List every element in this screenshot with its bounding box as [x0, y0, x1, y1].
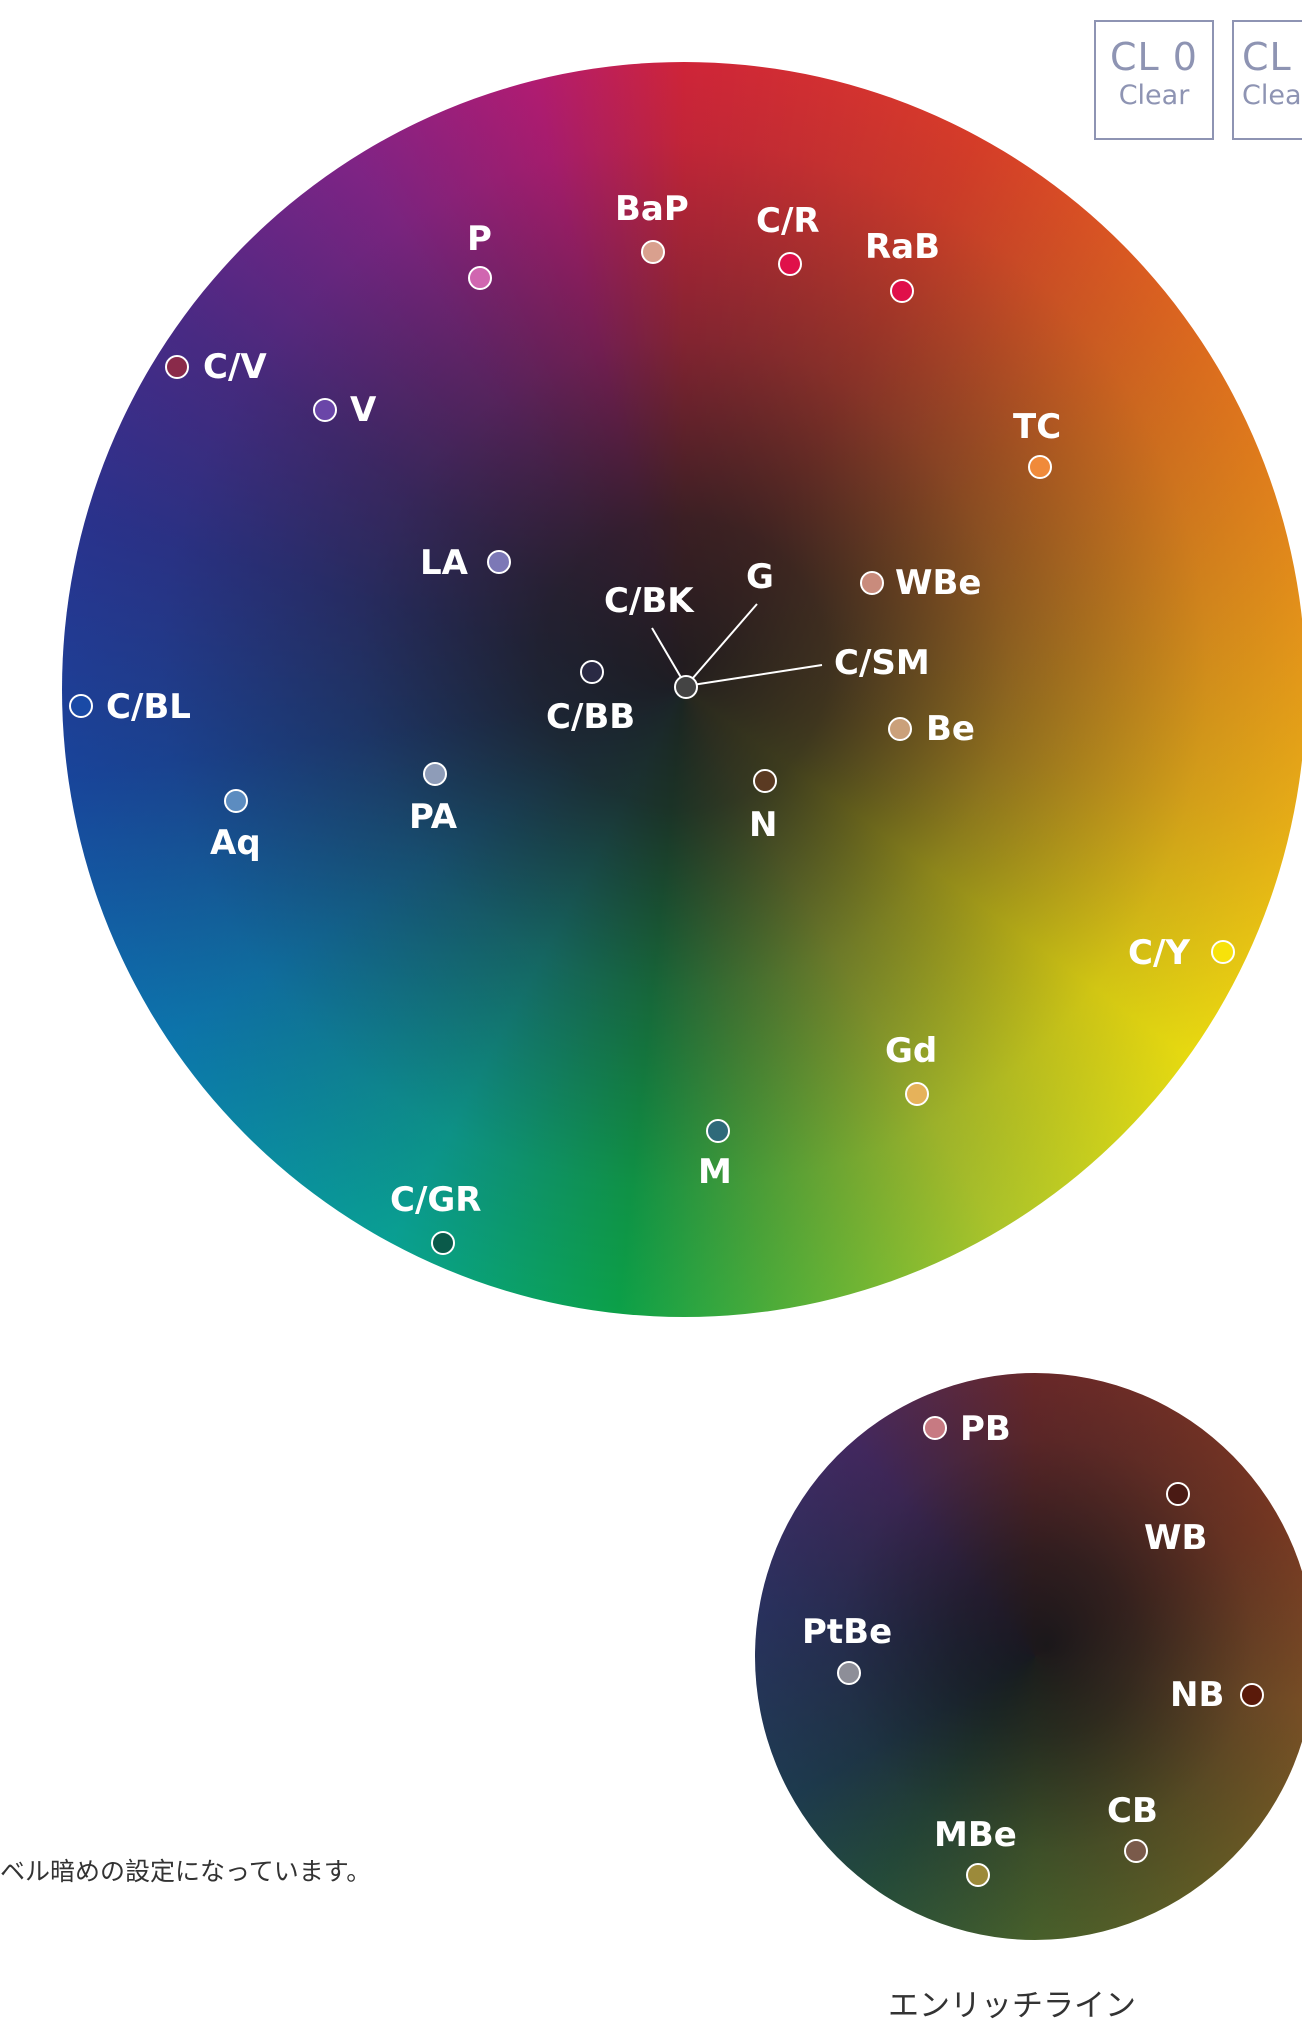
color-label-cy: C/Y: [1128, 933, 1190, 973]
legend-code: CL 1: [1242, 35, 1302, 79]
color-point-mbe[interactable]: [966, 1863, 990, 1887]
color-point-n[interactable]: [753, 769, 777, 793]
color-label-cbk: C/BK: [604, 581, 694, 621]
color-label-cgr: C/GR: [390, 1180, 482, 1220]
color-label-aq: Aq: [210, 823, 261, 863]
color-label-mbe: MBe: [934, 1815, 1017, 1855]
color-label-v: V: [350, 390, 377, 430]
color-point-cbl[interactable]: [69, 694, 93, 718]
color-label-cb: CB: [1107, 1791, 1158, 1831]
legend-box-cl0: CL 0 Clear: [1094, 20, 1214, 140]
color-label-bap: BaP: [615, 189, 689, 229]
color-point-aq[interactable]: [224, 789, 248, 813]
legend-sub: Clear: [1242, 80, 1302, 111]
color-label-wbe: WBe: [895, 563, 982, 603]
color-label-pb: PB: [960, 1409, 1011, 1449]
color-label-cr: C/R: [756, 201, 820, 241]
color-point-pb[interactable]: [923, 1416, 947, 1440]
leader-line-g: [685, 603, 758, 687]
color-point-p[interactable]: [468, 266, 492, 290]
color-label-n: N: [749, 805, 778, 845]
color-point-cv[interactable]: [165, 355, 189, 379]
legend-code: CL 0: [1110, 35, 1198, 79]
color-point-nb[interactable]: [1240, 1683, 1264, 1707]
color-point-tc[interactable]: [1028, 455, 1052, 479]
color-point-wbe[interactable]: [860, 571, 884, 595]
color-label-cbl: C/BL: [106, 687, 191, 727]
color-label-pa: PA: [409, 797, 458, 837]
color-point-be[interactable]: [888, 717, 912, 741]
color-point-cbk-g-csm[interactable]: [674, 675, 698, 699]
color-point-cbb[interactable]: [580, 660, 604, 684]
color-label-cv: C/V: [203, 347, 267, 387]
color-point-wb[interactable]: [1166, 1482, 1190, 1506]
color-label-be: Be: [926, 709, 975, 749]
color-point-la[interactable]: [487, 550, 511, 574]
color-point-bap[interactable]: [641, 240, 665, 264]
color-point-cy[interactable]: [1211, 940, 1235, 964]
leader-line-csm: [685, 664, 823, 687]
color-point-v[interactable]: [313, 398, 337, 422]
color-point-cr[interactable]: [778, 252, 802, 276]
color-label-m: M: [698, 1152, 732, 1192]
note-text: ベル暗めの設定になっています。: [0, 1857, 372, 1886]
color-point-m[interactable]: [706, 1119, 730, 1143]
enrich-color-wheel: [755, 1373, 1302, 1940]
color-label-wb: WB: [1144, 1518, 1208, 1558]
color-label-cbb: C/BB: [546, 697, 636, 737]
color-point-pa[interactable]: [423, 762, 447, 786]
legend-sub: Clear: [1118, 80, 1190, 111]
color-point-rab[interactable]: [890, 279, 914, 303]
color-label-rab: RaB: [865, 227, 941, 267]
color-label-tc: TC: [1013, 407, 1062, 447]
color-point-cgr[interactable]: [431, 1231, 455, 1255]
color-label-g: G: [746, 557, 774, 597]
color-label-p: P: [467, 219, 492, 259]
color-label-gd: Gd: [885, 1031, 938, 1071]
color-label-la: LA: [420, 543, 468, 583]
color-label-csm: C/SM: [834, 643, 930, 683]
color-point-ptbe[interactable]: [837, 1661, 861, 1685]
color-label-nb: NB: [1170, 1675, 1225, 1715]
color-point-gd[interactable]: [905, 1082, 929, 1106]
color-label-ptbe: PtBe: [802, 1612, 893, 1652]
color-point-cb[interactable]: [1124, 1839, 1148, 1863]
legend-box-cl1: CL 1 Clear: [1232, 20, 1302, 140]
